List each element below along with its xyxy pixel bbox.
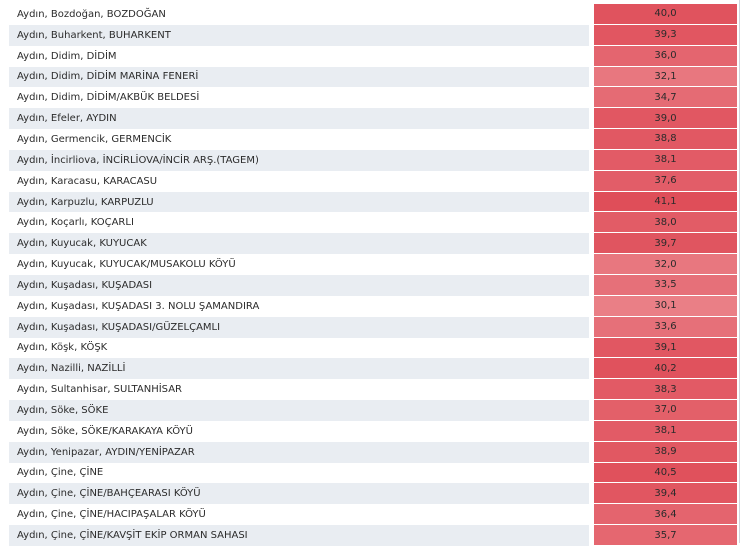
table-row: Aydın, Karacasu, KARACASU 37,6 [0, 170, 742, 192]
table-row: Aydın, Karpuzlu, KARPUZLU 41,1 [0, 191, 742, 213]
table-row: Aydın, Söke, SÖKE 37,0 [0, 400, 742, 421]
table-row: Aydın, Köşk, KÖŞK 39,1 [0, 337, 742, 359]
value-cell: 38,3 [594, 379, 737, 401]
table-row: Aydın, Koçarlı, KOÇARLI 38,0 [0, 212, 742, 234]
table-row: Aydın, Çine, ÇİNE/BAHÇEARASI KÖYÜ 39,4 [0, 483, 742, 505]
value-cell: 32,0 [594, 254, 737, 275]
value-cell: 38,1 [594, 420, 737, 442]
location-cell: Aydın, Kuşadası, KUŞADASI 3. NOLU ŞAMAND… [17, 300, 260, 312]
location-cell: Aydın, Didim, DİDİM/AKBÜK BELDESİ [17, 92, 200, 104]
value-cell: 38,9 [594, 441, 737, 463]
table-row: Aydın, İncirliova, İNCİRLİOVA/İNCİR ARŞ.… [0, 149, 742, 171]
table-row: Aydın, Didim, DİDİM MARİNA FENERİ 32,1 [0, 66, 742, 88]
location-cell: Aydın, Efeler, AYDIN [9, 108, 589, 130]
table-row: Aydın, Çine, ÇİNE 40,5 [0, 462, 742, 484]
value-cell: 40,0 [594, 4, 737, 25]
table-row: Aydın, Kuşadası, KUŞADASI 3. NOLU ŞAMAND… [0, 295, 742, 317]
location-cell: Aydın, Karacasu, KARACASU [17, 175, 158, 187]
table-row: Aydın, Sultanhisar, SULTANHİSAR 38,3 [0, 379, 742, 401]
value-cell: 33,6 [594, 316, 737, 338]
value-cell: 38,0 [594, 212, 737, 234]
table-row: Aydın, Çine, ÇİNE/KAVŞİT EKİP ORMAN SAHA… [0, 525, 742, 546]
table-row: Aydın, Bozdoğan, BOZDOĞAN 40,0 [0, 4, 742, 25]
table-row: Aydın, Efeler, AYDIN 39,0 [0, 108, 742, 130]
value-cell: 39,0 [594, 108, 737, 130]
value-cell: 37,6 [594, 170, 737, 192]
location-cell: Aydın, Yenipazar, AYDIN/YENİPAZAR [9, 441, 589, 463]
table-row: Aydın, Çine, ÇİNE/HACIPAŞALAR KÖYÜ 36,4 [0, 504, 742, 526]
value-cell: 40,2 [594, 358, 737, 380]
location-cell: Aydın, Germencik, GERMENCİK [17, 133, 172, 145]
table-row: Aydın, Germencik, GERMENCİK 38,8 [0, 129, 742, 150]
location-cell: Aydın, Çine, ÇİNE/BAHÇEARASI KÖYÜ [9, 483, 589, 505]
value-cell: 41,1 [594, 191, 737, 213]
location-cell: Aydın, Koçarlı, KOÇARLI [17, 217, 134, 229]
table-row: Aydın, Kuşadası, KUŞADASI/GÜZELÇAMLI 33,6 [0, 316, 742, 338]
location-cell: Aydın, Söke, SÖKE [9, 400, 589, 421]
table-row: Aydın, Yenipazar, AYDIN/YENİPAZAR 38,9 [0, 441, 742, 463]
value-cell: 36,0 [594, 45, 737, 67]
value-cell: 33,5 [594, 274, 737, 296]
location-cell: Aydın, Didim, DİDİM [17, 50, 117, 62]
value-cell: 38,1 [594, 149, 737, 171]
value-cell: 34,7 [594, 87, 737, 109]
table-row: Aydın, Kuyucak, KUYUCAK 39,7 [0, 233, 742, 255]
value-cell: 30,1 [594, 295, 737, 317]
location-cell: Aydın, Çine, ÇİNE/HACIPAŞALAR KÖYÜ [17, 509, 206, 521]
location-cell: Aydın, Çine, ÇİNE [17, 467, 104, 479]
table-row: Aydın, Nazilli, NAZİLLİ 40,2 [0, 358, 742, 380]
location-cell: Aydın, Söke, SÖKE/KARAKAYA KÖYÜ [17, 425, 193, 437]
location-cell: Aydın, Nazilli, NAZİLLİ [9, 358, 589, 380]
location-cell: Aydın, Bozdoğan, BOZDOĞAN [17, 8, 166, 20]
value-cell: 39,4 [594, 483, 737, 505]
location-cell: Aydın, Kuşadası, KUŞADASI/GÜZELÇAMLI [9, 316, 589, 338]
location-cell: Aydın, Buharkent, BUHARKENT [9, 24, 589, 46]
value-cell: 39,7 [594, 233, 737, 255]
value-cell: 40,5 [594, 462, 737, 484]
table-row: Aydın, Didim, DİDİM/AKBÜK BELDESİ 34,7 [0, 87, 742, 109]
location-cell: Aydın, İncirliova, İNCİRLİOVA/İNCİR ARŞ.… [9, 149, 589, 171]
value-cell: 39,3 [594, 24, 737, 46]
table-row: Aydın, Kuyucak, KUYUCAK/MUSAKOLU KÖYÜ 32,… [0, 254, 742, 275]
location-cell: Aydın, Sultanhisar, SULTANHİSAR [17, 384, 182, 396]
location-cell: Aydın, Köşk, KÖŞK [17, 342, 108, 354]
location-cell: Aydın, Karpuzlu, KARPUZLU [9, 191, 589, 213]
value-cell: 38,8 [594, 129, 737, 150]
location-cell: Aydın, Didim, DİDİM MARİNA FENERİ [9, 66, 589, 88]
table-row: Aydın, Didim, DİDİM 36,0 [0, 45, 742, 67]
value-cell: 39,1 [594, 337, 737, 359]
table-row: Aydın, Buharkent, BUHARKENT 39,3 [0, 24, 742, 46]
location-cell: Aydın, Kuşadası, KUŞADASI [9, 274, 589, 296]
location-cell: Aydın, Kuyucak, KUYUCAK/MUSAKOLU KÖYÜ [17, 259, 236, 271]
table-row: Aydın, Söke, SÖKE/KARAKAYA KÖYÜ 38,1 [0, 420, 742, 442]
value-cell: 36,4 [594, 504, 737, 526]
location-cell: Aydın, Kuyucak, KUYUCAK [9, 233, 589, 255]
location-cell: Aydın, Çine, ÇİNE/KAVŞİT EKİP ORMAN SAHA… [9, 525, 589, 546]
table-row: Aydın, Kuşadası, KUŞADASI 33,5 [0, 274, 742, 296]
table-right-border [739, 0, 740, 543]
value-cell: 37,0 [594, 400, 737, 421]
value-cell: 32,1 [594, 66, 737, 88]
